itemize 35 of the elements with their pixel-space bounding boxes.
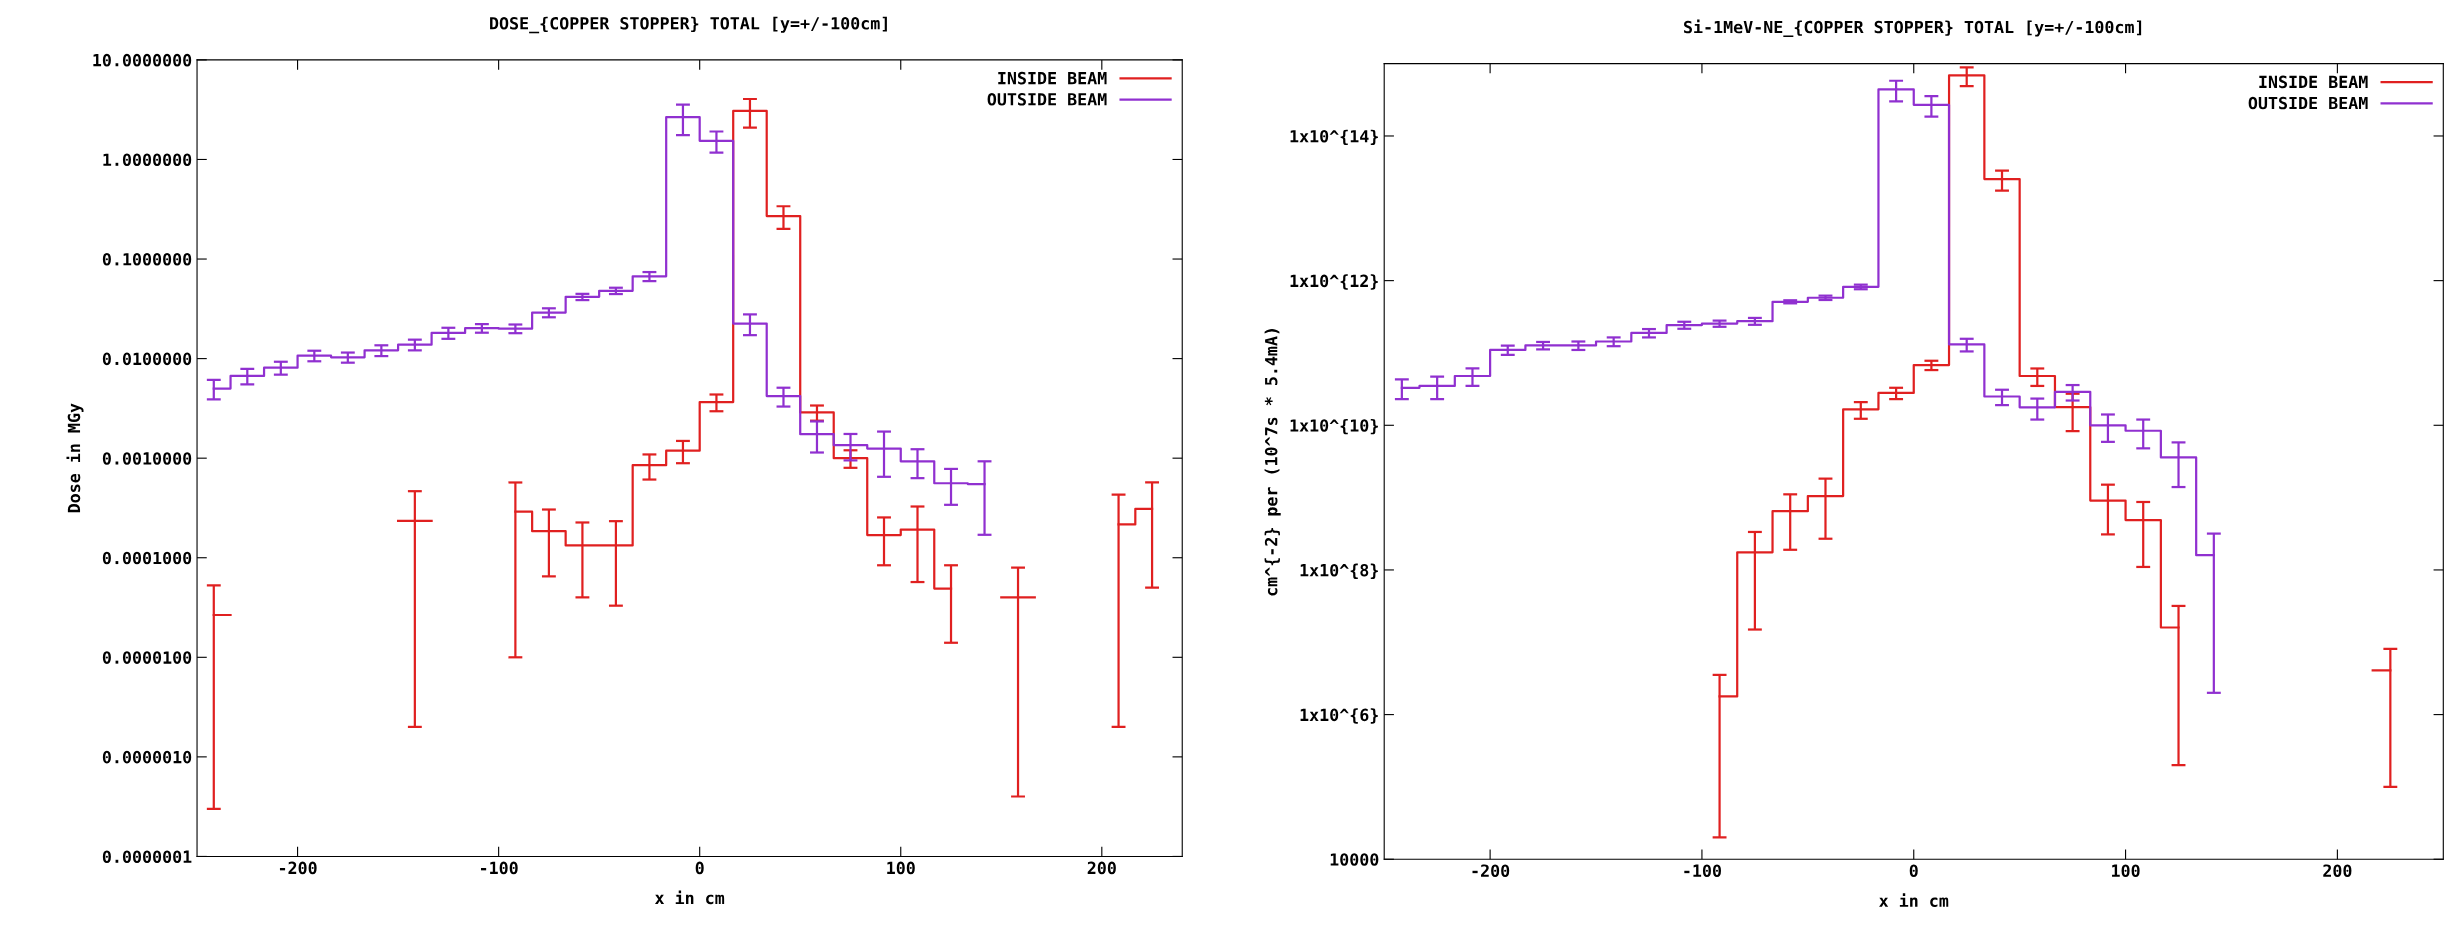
x-tick-label: 100 <box>2112 864 2140 878</box>
legend-label: OUTSIDE BEAM <box>2248 96 2368 110</box>
x-tick-label: 0 <box>695 861 704 875</box>
y-tick-label: 0.1000000 <box>102 253 192 266</box>
y-tick-label: 1x10^{8} <box>1300 563 1378 579</box>
y-tick-label: 10.0000000 <box>93 53 192 67</box>
x-tick-label: -100 <box>481 861 518 875</box>
x-axis-title: x in cm <box>654 890 725 905</box>
legend-label: OUTSIDE BEAM <box>987 93 1107 106</box>
y-tick-label: 1x10^{10} <box>1290 418 1378 435</box>
y-tick-label: 1x10^{6} <box>1300 708 1378 724</box>
x-tick-label: -200 <box>279 861 317 875</box>
y-tick-label: 0.0001000 <box>102 551 192 565</box>
x-tick-label: 0 <box>1909 864 1918 878</box>
y-tick-label: 0.0100000 <box>102 352 192 366</box>
y-tick-label: 1x10^{14} <box>1290 129 1378 146</box>
chart-title: Si-1MeV-NE_{COPPER STOPPER} TOTAL [y=+/-100cm] <box>1684 19 2142 38</box>
y-tick-label: 0.0000100 <box>102 651 192 664</box>
x-tick-label: 100 <box>887 861 915 875</box>
y-tick-label: 1x10^{12} <box>1290 274 1378 290</box>
y-axis-title: cm^{-2} per (10^7s * 5.4mA) <box>1264 329 1281 596</box>
x-tick-label: -200 <box>1472 864 1510 878</box>
x-tick-label: 200 <box>1087 861 1116 875</box>
y-axis-title: Dose in MGy <box>66 403 84 513</box>
y-tick-label: 10000 <box>1330 853 1379 866</box>
legend-label: INSIDE BEAM <box>2259 75 2368 89</box>
chart-title: DOSE_{COPPER STOPPER} TOTAL [y=+/-100cm] <box>490 16 887 34</box>
x-tick-label: 200 <box>2323 864 2352 878</box>
legend-label: INSIDE BEAM <box>998 71 1107 85</box>
y-tick-label: 0.0000010 <box>102 750 192 764</box>
y-tick-label: 0.0010000 <box>102 452 192 465</box>
x-tick-label: -100 <box>1684 864 1721 878</box>
y-tick-label: 0.0000001 <box>102 850 192 864</box>
x-axis-title: x in cm <box>1879 893 1949 908</box>
y-tick-label: 1.0000000 <box>103 153 192 167</box>
